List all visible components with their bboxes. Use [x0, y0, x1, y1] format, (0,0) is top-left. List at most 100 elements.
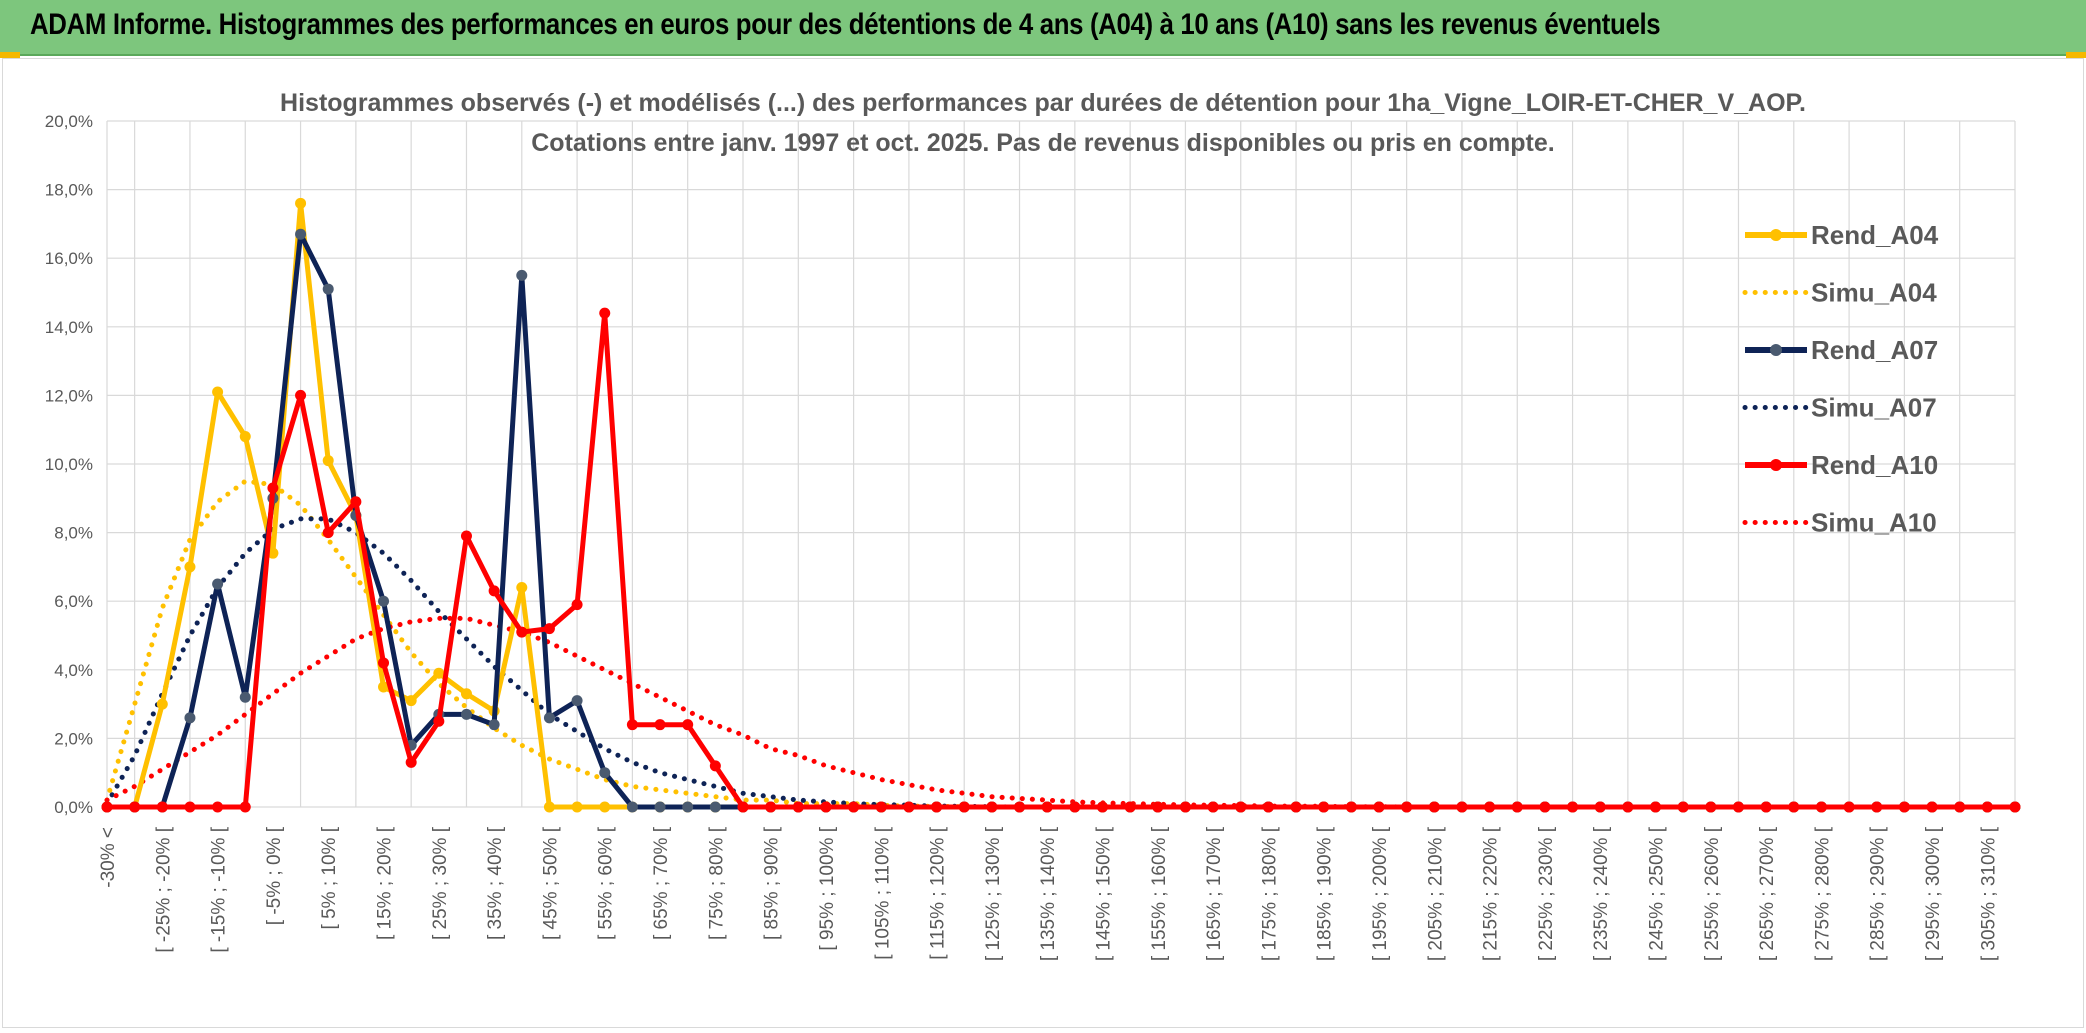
x-tick-label: [ 235% ; 240% [ [1591, 826, 1612, 961]
data-point [239, 431, 251, 443]
y-tick-label: 20,0% [45, 112, 93, 131]
data-point [322, 527, 334, 539]
data-point [1428, 801, 1440, 813]
histogram-chart: Histogrammes observés (-) et modélisés (… [45, 89, 2021, 961]
x-tick-label: [ 35% ; 40% [ [485, 826, 506, 940]
data-point [184, 801, 196, 813]
y-axis: 0,0% 2,0% 4,0% 6,0% 8,0% 10,0% 12,0% 14,0% 16,0%… [45, 112, 93, 817]
data-point [1484, 801, 1496, 813]
series-line [107, 231, 2015, 810]
data-point [295, 389, 307, 401]
data-point [378, 657, 390, 669]
data-point [792, 801, 804, 813]
series-lines [101, 197, 2021, 813]
data-point [820, 801, 832, 813]
data-point [129, 801, 141, 813]
data-point [516, 581, 528, 593]
x-tick-label: [ 265% ; 270% [ [1757, 826, 1778, 961]
data-point [1152, 801, 1164, 813]
legend-label: Simu_A04 [1811, 278, 1937, 308]
data-point [1179, 801, 1191, 813]
legend-marker [1770, 229, 1782, 241]
y-tick-label: 18,0% [45, 181, 93, 200]
x-tick-label: [ 55% ; 60% [ [596, 826, 617, 940]
legend-label: Rend_A04 [1811, 220, 1939, 250]
data-point [267, 482, 279, 494]
x-tick-label: [ 285% ; 290% [ [1868, 826, 1889, 961]
data-point [460, 708, 472, 720]
data-point [212, 801, 224, 813]
data-point [1096, 801, 1108, 813]
data-point [212, 578, 224, 590]
data-point [1898, 801, 1910, 813]
data-point [156, 698, 168, 710]
x-tick-label: [ 65% ; 70% [ [651, 826, 672, 940]
data-point [460, 688, 472, 700]
data-point [1290, 801, 1302, 813]
x-tick-label: [ 175% ; 180% [ [1259, 826, 1280, 961]
legend-item-simu_a10: Simu_A10 [1742, 508, 1937, 538]
data-point [516, 269, 528, 281]
x-tick-label: [ 75% ; 80% [ [706, 826, 727, 940]
data-point [1926, 801, 1938, 813]
x-tick-label: [ 135% ; 140% [ [1038, 826, 1059, 961]
data-point [239, 691, 251, 703]
x-tick-label: [ 255% ; 260% [ [1702, 826, 1723, 961]
legend: Rend_A04 Simu_A04 Rend_A07 Simu_A07 Rend_A10… [1742, 220, 1939, 538]
x-tick-label: [ 125% ; 130% [ [983, 826, 1004, 961]
data-point [903, 801, 915, 813]
y-tick-label: 4,0% [54, 661, 93, 680]
legend-item-rend_a10: Rend_A10 [1745, 450, 1938, 480]
x-tick-label: [ 85% ; 90% [ [762, 826, 783, 940]
data-point [682, 719, 694, 731]
data-point [626, 719, 638, 731]
series-rend_a07 [101, 228, 2021, 813]
data-point [571, 695, 583, 707]
data-point [1677, 801, 1689, 813]
series-line [107, 200, 2015, 810]
data-point [571, 801, 583, 813]
data-point [378, 681, 390, 693]
x-tick-label: -30% < [98, 827, 119, 888]
y-tick-label: 12,0% [45, 386, 93, 405]
data-point [737, 801, 749, 813]
x-tick-label: [ -15% ; -10% [ [209, 826, 230, 952]
x-tick-label: [ 15% ; 20% [ [375, 826, 396, 940]
data-point [986, 801, 998, 813]
data-point [1539, 801, 1551, 813]
data-point [1401, 801, 1413, 813]
data-point [156, 801, 168, 813]
data-point [460, 530, 472, 542]
x-tick-label: [ 215% ; 220% [ [1481, 826, 1502, 961]
data-point [212, 386, 224, 398]
x-tick-label: [ 165% ; 170% [ [1204, 826, 1225, 961]
data-point [931, 801, 943, 813]
series-rend_a10 [101, 307, 2021, 813]
data-point [267, 547, 279, 559]
data-point [1345, 801, 1357, 813]
data-point [1622, 801, 1634, 813]
data-point [295, 197, 307, 209]
legend-label: Rend_A07 [1811, 335, 1938, 365]
data-point [101, 801, 113, 813]
data-point [599, 307, 611, 319]
data-point [378, 595, 390, 607]
series-line [107, 310, 2015, 810]
x-tick-label: [ 45% ; 50% [ [540, 826, 561, 940]
legend-item-rend_a04: Rend_A04 [1745, 220, 1939, 250]
data-point [958, 801, 970, 813]
data-point [1871, 801, 1883, 813]
gridlines [106, 120, 2016, 808]
data-point [543, 623, 555, 635]
legend-label: Rend_A10 [1811, 450, 1938, 480]
legend-label: Simu_A07 [1811, 393, 1937, 423]
data-point [682, 801, 694, 813]
data-point [295, 228, 307, 240]
chart-title-line-1: Histogrammes observés (-) et modélisés (… [280, 89, 1806, 117]
x-tick-label: [ 155% ; 160% [ [1149, 826, 1170, 961]
y-tick-label: 16,0% [45, 249, 93, 268]
x-tick-label: [ -5% ; 0% [ [264, 826, 285, 925]
x-tick-label: [ 295% ; 300% [ [1923, 826, 1944, 961]
x-tick-label: [ 25% ; 30% [ [430, 826, 451, 940]
y-tick-label: 14,0% [45, 318, 93, 337]
